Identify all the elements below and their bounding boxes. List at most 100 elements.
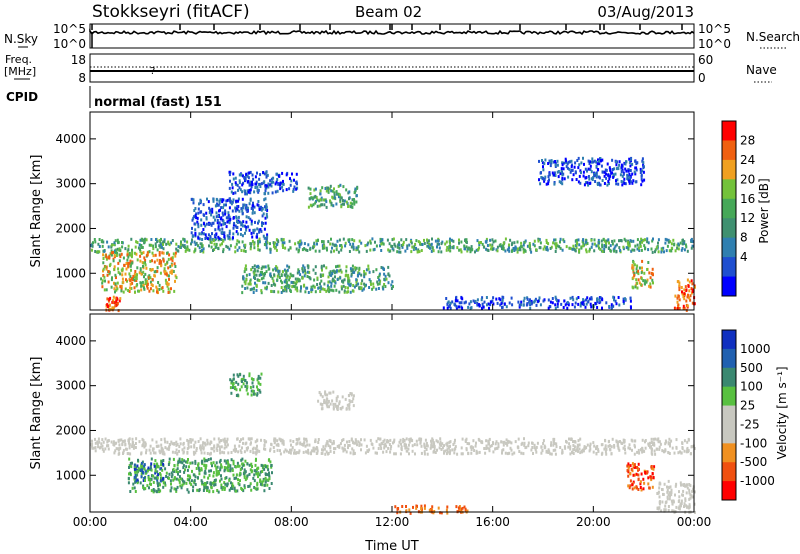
colorbar-swatch (722, 367, 736, 388)
colorbar-swatch (722, 218, 736, 239)
colorbar-tick: 100 (740, 380, 763, 394)
power-yaxis: 1000 2000 3000 4000 (55, 132, 694, 280)
colorbar-swatch (722, 237, 736, 258)
xaxis-title: Time UT (364, 539, 418, 554)
echo-region (90, 437, 696, 456)
freq-unit-label: [MHz] (4, 65, 36, 78)
colorbar-swatch (722, 276, 736, 297)
echo-region (190, 197, 269, 241)
colorbar-swatch (722, 443, 736, 463)
colorbar-swatch (722, 330, 736, 350)
freq-glitch-mark: ? (150, 66, 155, 77)
date-label: 03/Aug/2013 (597, 3, 694, 21)
power-echo-layer (90, 156, 696, 313)
xtick-label: 20:00 (576, 515, 611, 529)
echo-region (631, 259, 654, 290)
ytick-label: 2000 (55, 221, 86, 235)
echo-region (394, 504, 469, 515)
noise-trace (89, 24, 695, 48)
colorbar-tick: -1000 (740, 474, 775, 488)
colorbar-tick: 24 (740, 153, 755, 167)
echo-region (133, 461, 165, 483)
colorbar-swatch (722, 159, 736, 180)
colorbar-tick: 28 (740, 133, 755, 147)
echo-region (100, 251, 178, 295)
nsky-label: N.Sky (4, 32, 38, 46)
ytick-label: 1000 (55, 468, 86, 482)
xtick-label: 00:00 (73, 515, 108, 529)
noise-right-bottom: 10^0 (698, 37, 731, 51)
nsearch-label: N.Search (746, 30, 800, 44)
colorbar-swatch (722, 121, 736, 141)
freq-label: Freq. (5, 53, 32, 66)
colorbar-tick: -25 (740, 417, 760, 431)
echo-region (626, 462, 656, 492)
echo-region (656, 479, 696, 514)
noise-right-top: 10^5 (698, 22, 731, 36)
velocity-ylabel: Slant Range [km] (29, 357, 44, 470)
nave-right-top: 60 (698, 53, 713, 67)
echo-region (228, 170, 299, 196)
echo-region (673, 278, 696, 312)
ytick-label: 3000 (55, 177, 86, 191)
colorbar-tick: 12 (740, 211, 755, 225)
power-xaxis (89, 112, 695, 310)
echo-region (538, 156, 646, 187)
freq-panel-frame (89, 53, 695, 83)
colorbar-tick: -500 (740, 455, 767, 469)
colorbar-tick: 500 (740, 361, 763, 375)
colorbar-swatch (722, 424, 736, 444)
xtick-label: 12:00 (375, 515, 410, 529)
colorbar-swatch (722, 140, 736, 161)
echo-region (127, 457, 273, 494)
station-title: Stokkseyri (fitACF) (92, 2, 250, 22)
colorbar-tick: 25 (740, 399, 755, 413)
xtick-label: 16:00 (475, 515, 510, 529)
noise-left-top: 10^5 (53, 22, 86, 36)
colorbar-swatch (722, 179, 736, 200)
freq-left-top: 18 (71, 53, 86, 67)
colorbar-swatch (722, 462, 736, 482)
nave-right-bottom: 0 (698, 71, 706, 85)
colorbar-swatch (722, 257, 736, 278)
velocity-echo-layer (90, 372, 696, 515)
echo-region (229, 372, 263, 398)
colorbar-swatch (722, 481, 736, 501)
colorbar-tick: 4 (740, 250, 748, 264)
colorbar-tick: 20 (740, 172, 755, 186)
nave-label: Nave (746, 63, 777, 77)
ytick-label: 4000 (55, 132, 86, 146)
velocity-yaxis: 1000 2000 3000 4000 (55, 334, 694, 482)
colorbar-swatch (722, 348, 736, 369)
power-colorbar: 28 24 20 16 12 8 4 (721, 120, 755, 297)
cpid-label: CPID (6, 90, 38, 104)
power-ylabel: Slant Range [km] (29, 155, 44, 268)
ytick-label: 3000 (55, 379, 86, 393)
colorbar-tick: -100 (740, 436, 767, 450)
noise-left-bottom: 10^0 (53, 37, 86, 51)
colorbar-swatch (722, 198, 736, 219)
ytick-label: 1000 (55, 266, 86, 280)
colorbar-swatch (722, 386, 736, 407)
echo-region (241, 264, 394, 295)
colorbar-tick: 16 (740, 192, 755, 206)
power-colorbar-label: Power [dB] (757, 178, 771, 243)
colorbar-tick: 1000 (740, 342, 771, 356)
echo-region (307, 183, 359, 209)
echo-region (442, 295, 632, 310)
ytick-label: 2000 (55, 423, 86, 437)
xtick-label: 08:00 (274, 515, 309, 529)
velocity-xaxis: 00:00 04:00 08:00 12:00 16:00 20:00 00:00 (73, 314, 712, 529)
beam-label: Beam 02 (355, 3, 422, 21)
cpid-value: normal (fast) 151 (94, 95, 222, 110)
echo-region (317, 390, 355, 411)
xtick-label: 00:00 (677, 515, 712, 529)
velocity-colorbar-label: Velocity [m s⁻¹] (775, 366, 789, 459)
velocity-colorbar: 1000 500 100 25 -25 -100 -500 -1000 (721, 329, 775, 501)
xtick-label: 04:00 (173, 515, 208, 529)
colorbar-tick: 8 (740, 231, 748, 245)
freq-left-bottom: 8 (78, 71, 86, 85)
ytick-label: 4000 (55, 334, 86, 348)
colorbar-swatch (722, 405, 736, 425)
